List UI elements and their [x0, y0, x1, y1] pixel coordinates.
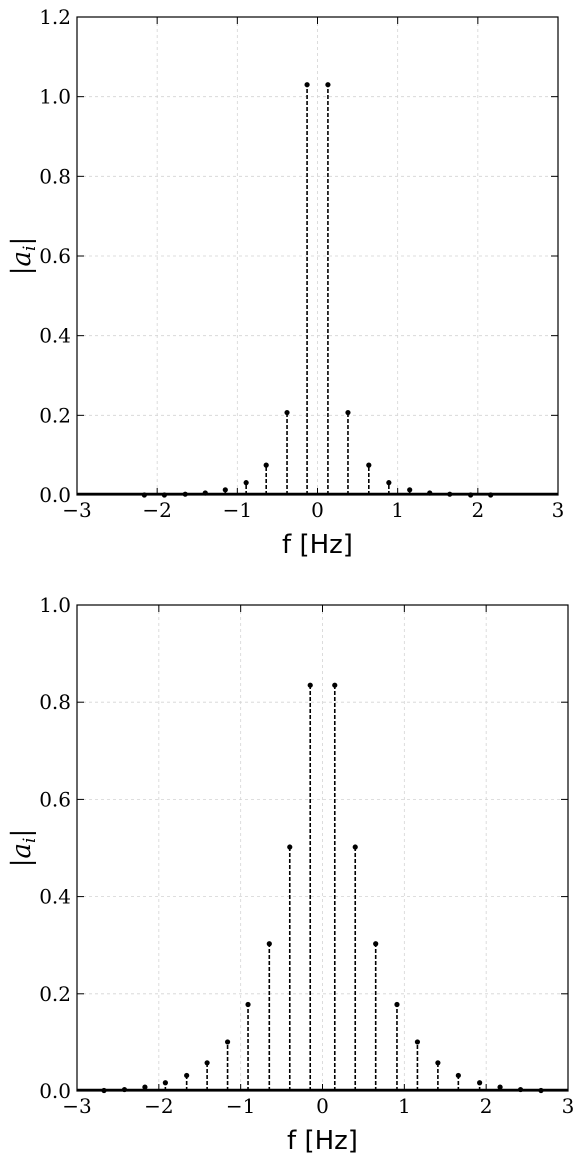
y-tick-label: 0.8 — [39, 164, 71, 188]
y-axis-label: |ai| — [7, 829, 40, 867]
stem-marker — [332, 682, 338, 688]
y-tick-label: 0.6 — [39, 787, 71, 811]
stem-marker — [455, 1072, 461, 1079]
y-tick-label: 1.0 — [39, 85, 71, 109]
y-tick-label: 0.2 — [39, 403, 71, 427]
x-tick-label: −1 — [226, 1094, 255, 1118]
stem-marker — [477, 1080, 483, 1086]
stem-marker — [307, 682, 313, 688]
x-tick-label: 3 — [552, 498, 565, 522]
y-tick-label: 0.4 — [39, 324, 71, 348]
x-tick-label: −2 — [144, 1094, 173, 1118]
stem-marker — [204, 1060, 210, 1066]
y-tick-label: 0.6 — [39, 244, 71, 268]
x-tick-label: 2 — [480, 1094, 493, 1118]
x-tick-label: −2 — [142, 498, 171, 522]
x-tick-label: −1 — [223, 498, 252, 522]
x-tick-label: 0 — [316, 1094, 329, 1118]
stem-marker — [184, 1072, 190, 1079]
stem-marker — [142, 1084, 148, 1090]
x-tick-label: 0 — [311, 498, 324, 522]
stem-marker — [386, 480, 392, 486]
stem-marker — [325, 82, 331, 88]
y-tick-label: 1.0 — [39, 593, 71, 617]
x-tick-label: −3 — [62, 1094, 91, 1118]
x-tick-label: −3 — [62, 498, 91, 522]
stem-marker — [266, 941, 272, 947]
x-axis-label: f [Hz] — [282, 530, 353, 560]
y-tick-label: 0.0 — [39, 483, 71, 507]
y-axis-label: |ai| — [7, 237, 40, 275]
stem-marker — [447, 491, 453, 497]
chart-2: −3 −2 −1 0 1 2 3 0.0 0.2 0.4 0.6 0.8 1.0 f [Hz] |ai| — [7, 593, 574, 1156]
stem-marker — [497, 1084, 503, 1090]
y-tick-label: 0.4 — [39, 885, 71, 909]
x-tick-label: 1 — [398, 1094, 411, 1118]
y-tick-label: 0.2 — [39, 982, 71, 1006]
stem-marker — [414, 1039, 421, 1045]
x-tick-label: 3 — [562, 1094, 575, 1118]
stem-marker — [287, 844, 293, 850]
stem-marker — [373, 941, 379, 947]
x-tick-label: 2 — [471, 498, 484, 522]
stem-marker — [366, 462, 372, 468]
stem-marker — [345, 409, 351, 416]
plot-frame — [76, 16, 559, 496]
y-tick-label: 1.2 — [39, 5, 71, 29]
stem-marker — [435, 1060, 441, 1066]
stem-marker — [243, 480, 249, 486]
stem-marker — [394, 1001, 400, 1008]
y-tick-label: 0.8 — [39, 690, 71, 714]
x-tick-label: 1 — [391, 498, 404, 522]
stem-marker — [202, 490, 208, 496]
stem-marker — [162, 1080, 168, 1086]
stem-marker — [352, 844, 358, 850]
stem-marker — [304, 82, 310, 88]
stem-marker — [224, 1039, 231, 1045]
stem-marker — [427, 490, 433, 496]
x-axis-label: f [Hz] — [287, 1126, 358, 1156]
stem-marker — [222, 487, 228, 493]
stem-marker — [263, 462, 269, 468]
plot-frame — [76, 604, 569, 1092]
y-tick-label: 0.0 — [39, 1079, 71, 1103]
stem-marker — [245, 1001, 251, 1008]
stem-marker — [182, 491, 188, 497]
stem-marker — [407, 487, 413, 493]
chart-1: −3 −2 −1 0 1 2 3 0.0 0.2 0.4 0.6 0.8 1.0 1.2 f [Hz] |ai… — [7, 5, 564, 560]
stem-marker — [284, 409, 290, 416]
